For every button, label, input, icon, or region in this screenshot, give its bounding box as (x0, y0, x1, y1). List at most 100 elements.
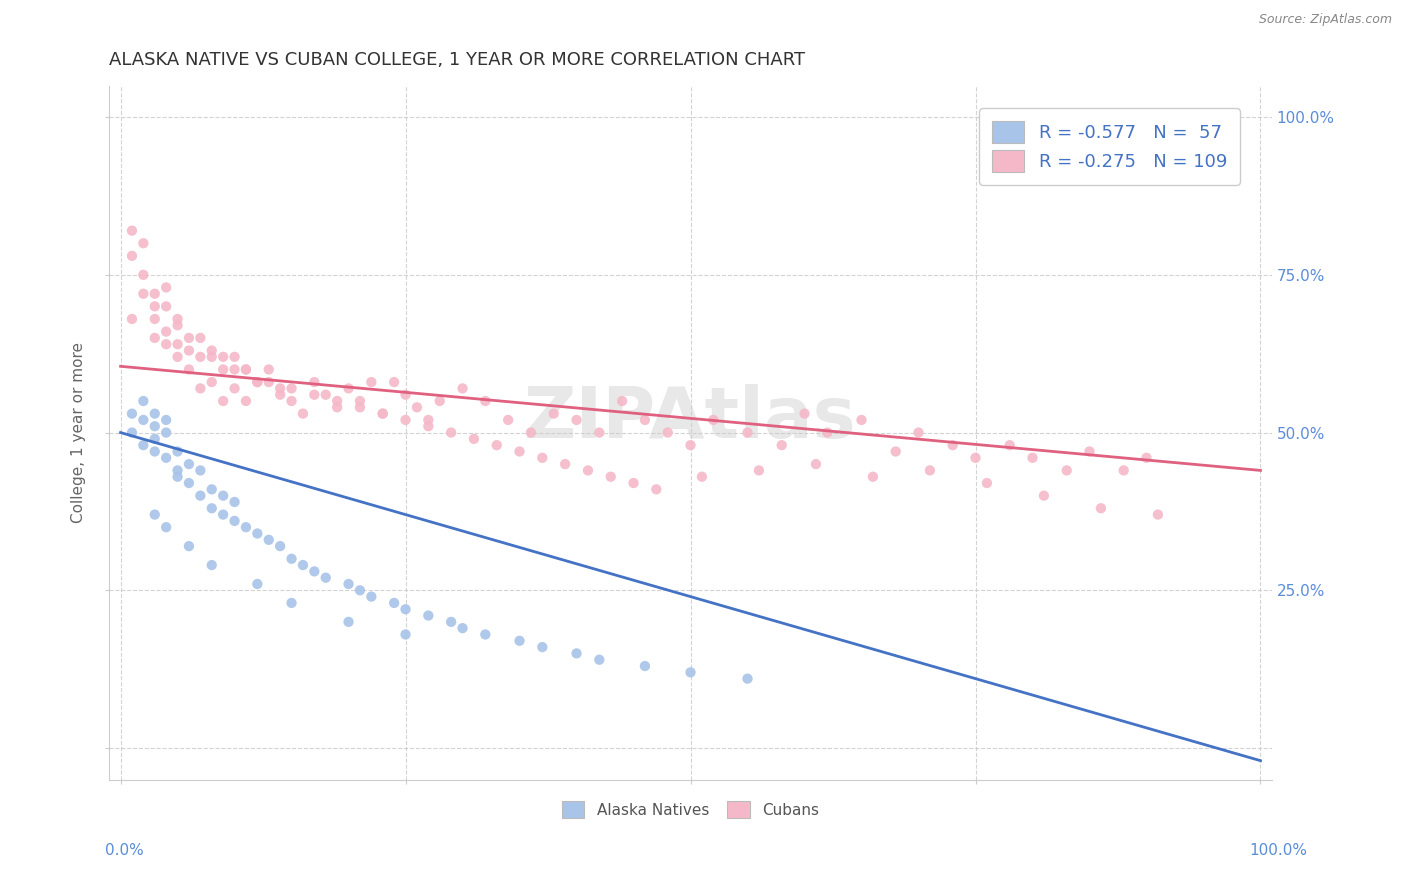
Point (246, 577, 269, 591)
Point (588, 653, 610, 667)
Point (737, 672, 759, 686)
Point (770, 438, 793, 452)
Point (315, 571, 337, 585)
Point (132, 413, 155, 427)
Point (177, 457, 200, 471)
Point (406, 401, 429, 415)
Point (884, 444, 907, 458)
Point (440, 425, 463, 440)
Point (132, 268, 155, 282)
Legend: Alaska Natives, Cubans: Alaska Natives, Cubans (555, 795, 825, 824)
Point (177, 476, 200, 491)
Point (326, 394, 349, 409)
Point (337, 615, 360, 629)
Point (121, 425, 143, 440)
Point (394, 627, 416, 641)
Text: ALASKA NATIVE VS CUBAN COLLEGE, 1 YEAR OR MORE CORRELATION CHART: ALASKA NATIVE VS CUBAN COLLEGE, 1 YEAR O… (110, 51, 806, 69)
Point (280, 551, 302, 566)
Point (155, 337, 177, 351)
Point (155, 450, 177, 465)
Point (212, 394, 235, 409)
Point (143, 419, 166, 434)
Point (143, 432, 166, 446)
Point (280, 394, 302, 409)
Point (132, 438, 155, 452)
Point (349, 394, 371, 409)
Point (976, 476, 998, 491)
Point (235, 362, 257, 376)
Text: 100.0%: 100.0% (1250, 843, 1308, 858)
Point (166, 444, 188, 458)
Point (1147, 508, 1170, 522)
Point (212, 508, 235, 522)
Point (1090, 501, 1112, 516)
Point (429, 394, 451, 409)
Point (212, 489, 235, 503)
Point (382, 596, 405, 610)
Point (155, 325, 177, 339)
Point (599, 469, 621, 483)
Point (463, 432, 485, 446)
Point (132, 394, 155, 409)
Point (166, 337, 188, 351)
Point (166, 318, 188, 333)
Point (280, 596, 302, 610)
Point (166, 350, 188, 364)
Point (418, 413, 440, 427)
Point (634, 413, 657, 427)
Point (177, 331, 200, 345)
Point (121, 312, 143, 326)
Point (121, 249, 143, 263)
Point (121, 224, 143, 238)
Point (121, 407, 143, 421)
Point (337, 577, 360, 591)
Point (188, 381, 211, 395)
Point (1021, 450, 1043, 465)
Point (304, 375, 326, 389)
Point (394, 387, 416, 401)
Point (349, 583, 371, 598)
Point (576, 463, 599, 477)
Point (143, 312, 166, 326)
Point (201, 343, 224, 358)
Point (201, 350, 224, 364)
Point (224, 381, 246, 395)
Point (291, 558, 314, 572)
Point (246, 375, 269, 389)
Point (349, 401, 371, 415)
Point (212, 362, 235, 376)
Point (862, 469, 884, 483)
Point (337, 381, 360, 395)
Point (269, 381, 291, 395)
Point (155, 413, 177, 427)
Point (543, 407, 565, 421)
Point (918, 463, 941, 477)
Point (531, 640, 554, 654)
Point (224, 362, 246, 376)
Point (418, 419, 440, 434)
Point (496, 413, 519, 427)
Point (998, 438, 1021, 452)
Point (1135, 450, 1157, 465)
Point (257, 375, 280, 389)
Point (155, 299, 177, 313)
Point (748, 463, 770, 477)
Point (326, 401, 349, 415)
Point (212, 350, 235, 364)
Point (623, 476, 645, 491)
Point (269, 387, 291, 401)
Text: ZIPAtlas: ZIPAtlas (524, 384, 856, 453)
Point (815, 425, 838, 440)
Point (520, 425, 543, 440)
Point (565, 413, 588, 427)
Point (509, 444, 531, 458)
Point (440, 615, 463, 629)
Point (235, 520, 257, 534)
Point (143, 444, 166, 458)
Point (1112, 463, 1135, 477)
Point (509, 633, 531, 648)
Point (246, 375, 269, 389)
Point (418, 608, 440, 623)
Point (645, 483, 668, 497)
Point (371, 407, 394, 421)
